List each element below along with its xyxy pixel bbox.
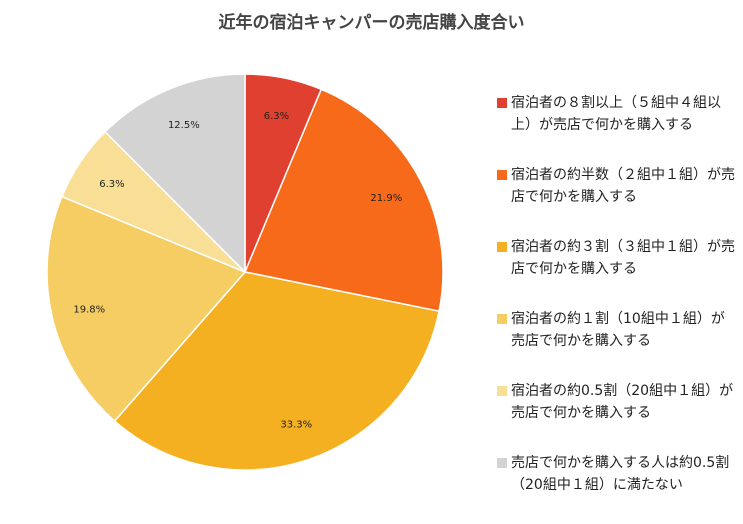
legend-item-6: 売店で何かを購入する人は約0.5割（20組中１組）に満たない: [497, 452, 737, 496]
legend-label: 宿泊者の約１割（10組中１組）が売店で何かを購入する: [511, 311, 725, 349]
legend-swatch: [497, 458, 507, 468]
pie-slice-2: [243, 88, 444, 313]
legend-label: 売店で何かを購入する人は約0.5割（20組中１組）に満たない: [511, 455, 730, 493]
slice-label-4: 19.8%: [73, 305, 105, 316]
slice-label-6: 12.5%: [168, 120, 200, 131]
legend-label: 宿泊者の約３割（３組中１組）が売店で何かを購入する: [511, 239, 735, 277]
slice-label-2: 21.9%: [370, 193, 402, 204]
legend-item-4: 宿泊者の約１割（10組中１組）が売店で何かを購入する: [497, 308, 737, 352]
legend-swatch: [497, 386, 507, 396]
slice-label-3: 33.3%: [280, 420, 312, 431]
slice-label-5: 6.3%: [99, 179, 124, 190]
legend-label: 宿泊者の８割以上（５組中４組以上）が売店で何かを購入する: [511, 95, 721, 133]
pie-slice-3: [113, 271, 440, 471]
legend-label: 宿泊者の約0.5割（20組中１組）が売店で何かを購入する: [511, 383, 734, 421]
legend-swatch: [497, 314, 507, 324]
legend-swatch: [497, 170, 507, 180]
chart-title: 近年の宿泊キャンパーの売店購入度合い: [218, 13, 525, 33]
pie-slice-6: [104, 73, 246, 274]
legend-swatch: [497, 242, 507, 252]
slice-label-1: 6.3%: [264, 111, 289, 122]
pie-slice-4: [46, 195, 247, 423]
legend-item-1: 宿泊者の８割以上（５組中４組以上）が売店で何かを購入する: [497, 92, 737, 136]
pie-chart: 6.3% 21.9% 33.3% 19.8% 6.3% 12.5%: [46, 73, 444, 471]
legend-item-5: 宿泊者の約0.5割（20組中１組）が売店で何かを購入する: [497, 380, 737, 424]
legend: 宿泊者の８割以上（５組中４組以上）が売店で何かを購入する 宿泊者の約半数（２組中１…: [497, 92, 737, 524]
legend-item-2: 宿泊者の約半数（２組中１組）が売店で何かを購入する: [497, 164, 737, 208]
legend-item-3: 宿泊者の約３割（３組中１組）が売店で何かを購入する: [497, 236, 737, 280]
legend-label: 宿泊者の約半数（２組中１組）が売店で何かを購入する: [511, 167, 735, 205]
legend-swatch: [497, 98, 507, 108]
